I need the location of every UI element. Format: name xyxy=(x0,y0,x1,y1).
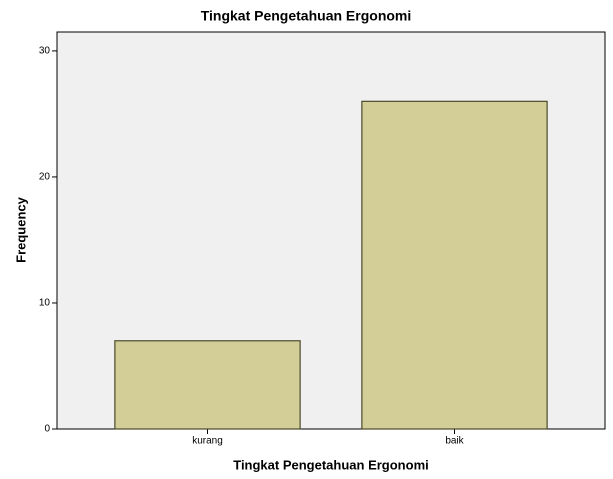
bar xyxy=(114,340,301,430)
bar xyxy=(361,100,548,430)
chart-title: Tingkat Pengetahuan Ergonomi xyxy=(201,8,412,24)
x-axis-label: Tingkat Pengetahuan Ergonomi xyxy=(233,457,429,472)
x-tick-label: kurang xyxy=(192,436,223,447)
y-tick-label: 10 xyxy=(39,298,51,309)
y-tick-label: 20 xyxy=(39,172,51,183)
y-axis-label: Frequency xyxy=(13,196,28,263)
y-tick-label: 30 xyxy=(39,46,51,57)
x-tick-label: baik xyxy=(445,436,464,447)
y-tick-label: 0 xyxy=(44,424,50,435)
